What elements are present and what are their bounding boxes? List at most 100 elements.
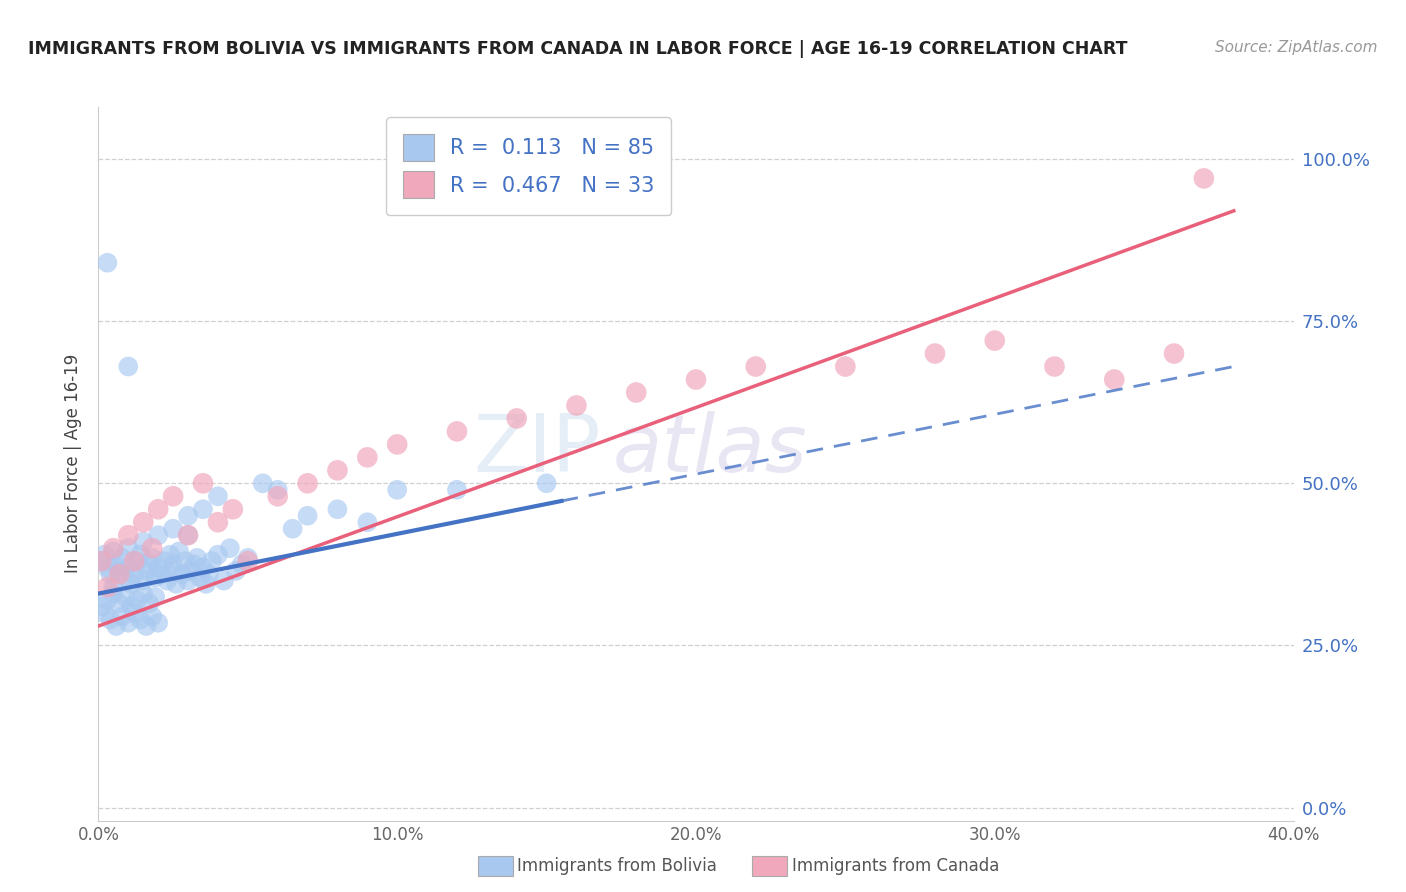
Point	[191, 560, 214, 574]
Point	[138, 596, 160, 610]
Text: ZIP: ZIP	[472, 410, 600, 489]
Point	[626, 385, 648, 400]
Point	[506, 411, 529, 425]
Point	[117, 359, 139, 374]
Point	[745, 359, 768, 374]
Point	[356, 450, 378, 465]
Point	[536, 476, 558, 491]
Point	[96, 580, 118, 594]
Point	[297, 476, 319, 491]
Point	[120, 599, 142, 614]
Point	[108, 567, 131, 582]
Point	[150, 567, 173, 582]
Point	[198, 567, 221, 582]
Point	[267, 489, 290, 503]
Point	[162, 489, 184, 503]
Point	[326, 463, 349, 477]
Point	[201, 554, 224, 568]
Point	[222, 502, 245, 516]
Point	[207, 548, 229, 562]
Point	[96, 560, 118, 574]
Point	[132, 534, 155, 549]
Point	[96, 256, 118, 270]
Point	[103, 541, 125, 556]
Point	[356, 515, 378, 529]
Point	[105, 619, 128, 633]
Point	[153, 554, 176, 568]
Point	[132, 515, 155, 529]
Point	[148, 502, 170, 516]
Point	[141, 550, 163, 565]
Point	[565, 399, 588, 413]
Point	[148, 560, 170, 574]
Point	[236, 550, 259, 565]
Point	[114, 570, 136, 584]
Point	[1043, 359, 1066, 374]
Point	[127, 593, 149, 607]
Point	[103, 544, 125, 558]
Point	[114, 590, 136, 604]
Point	[236, 554, 259, 568]
Point	[103, 580, 125, 594]
Point	[984, 334, 1007, 348]
Point	[297, 508, 319, 523]
Text: Immigrants from Canada: Immigrants from Canada	[792, 857, 998, 875]
Point	[117, 541, 139, 556]
Point	[143, 570, 166, 584]
Point	[1104, 372, 1126, 386]
Point	[93, 606, 115, 620]
Point	[135, 564, 157, 578]
Point	[267, 483, 290, 497]
Point	[186, 550, 208, 565]
Legend: R =  0.113   N = 85, R =  0.467   N = 33: R = 0.113 N = 85, R = 0.467 N = 33	[385, 118, 672, 215]
Point	[162, 558, 184, 572]
Point	[124, 567, 146, 582]
Point	[225, 564, 247, 578]
Point	[177, 574, 200, 588]
Point	[132, 574, 155, 588]
Point	[138, 558, 160, 572]
Point	[191, 502, 214, 516]
Point	[93, 548, 115, 562]
Point	[148, 615, 170, 630]
Point	[159, 548, 181, 562]
Point	[90, 599, 112, 614]
Point	[90, 554, 112, 568]
Point	[162, 564, 184, 578]
Point	[143, 590, 166, 604]
Point	[135, 619, 157, 633]
Point	[385, 483, 409, 497]
Text: Source: ZipAtlas.com: Source: ZipAtlas.com	[1215, 40, 1378, 55]
Point	[446, 425, 468, 439]
Point	[1192, 171, 1215, 186]
Point	[385, 437, 409, 451]
Point	[129, 548, 152, 562]
Point	[281, 522, 304, 536]
Point	[90, 554, 112, 568]
Point	[117, 528, 139, 542]
Point	[120, 577, 142, 591]
Point	[162, 522, 184, 536]
Point	[124, 606, 146, 620]
Point	[446, 483, 468, 497]
Point	[177, 528, 200, 542]
Point	[98, 567, 122, 582]
Point	[834, 359, 856, 374]
Point	[124, 554, 146, 568]
Point	[219, 541, 242, 556]
Point	[117, 615, 139, 630]
Point	[127, 554, 149, 568]
Point	[148, 528, 170, 542]
Point	[111, 550, 134, 565]
Text: Immigrants from Bolivia: Immigrants from Bolivia	[517, 857, 717, 875]
Point	[117, 560, 139, 574]
Point	[172, 567, 194, 582]
Point	[231, 558, 253, 572]
Point	[141, 541, 163, 556]
Y-axis label: In Labor Force | Age 16-19: In Labor Force | Age 16-19	[65, 354, 83, 574]
Point	[174, 554, 197, 568]
Point	[111, 609, 134, 624]
Point	[924, 346, 946, 360]
Point	[132, 586, 155, 600]
Point	[183, 558, 205, 572]
